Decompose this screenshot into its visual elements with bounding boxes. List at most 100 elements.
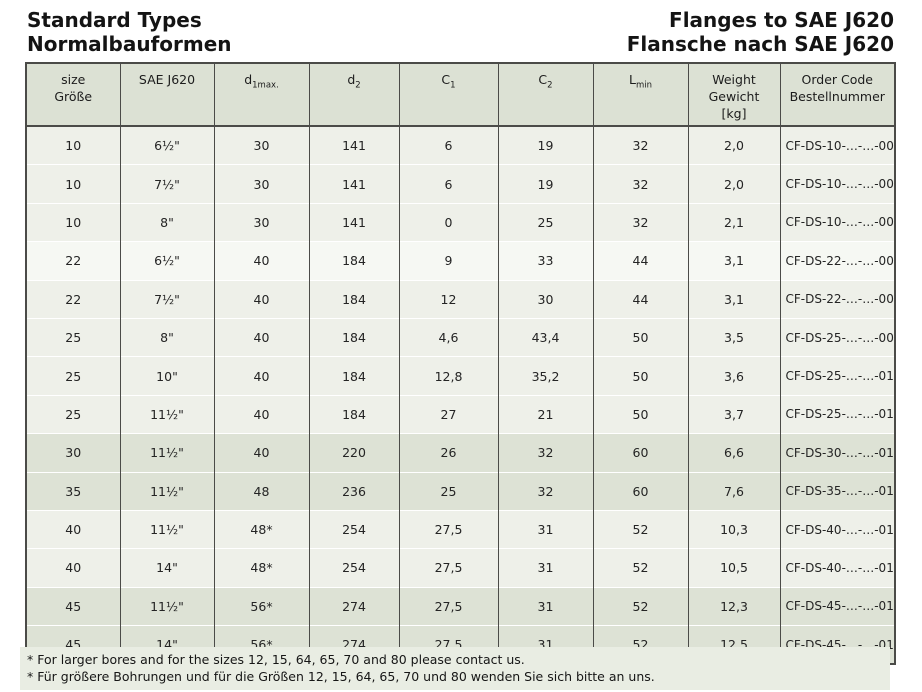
cell-size: 25: [26, 356, 120, 396]
table-row: 25 11½" 40 184 27 21 50 3,7 CF-DS-25-…-……: [26, 394, 895, 434]
cell-size: 10: [26, 202, 120, 242]
cell-size: 10: [26, 126, 120, 165]
col-header-sae-label: SAE J620: [138, 72, 196, 87]
title-standard-types: Standard Types: [27, 8, 202, 32]
col-header-size: size Größe: [26, 63, 120, 127]
cell-weight: 3,7: [687, 394, 780, 434]
col-header-weight: Weight Gewicht [kg]: [687, 63, 780, 127]
cell-d1max: 40: [213, 394, 309, 434]
cell-c1: 6: [398, 164, 498, 204]
cell-c2: 25: [497, 202, 593, 242]
table-header-row: size Größe SAE J620 d1max. d2 C1 C2 Lmin: [26, 63, 895, 127]
col-header-d2: d2: [308, 63, 399, 127]
col-header-weight-de: Gewicht: [708, 89, 760, 104]
cell-size: 40: [26, 509, 120, 549]
cell-size: 10: [26, 164, 120, 204]
cell-c1: 26: [398, 433, 498, 473]
cell-sae-j620: 11½": [119, 509, 214, 549]
cell-d1max: 48*: [213, 548, 309, 588]
cell-size: 35: [26, 471, 120, 511]
cell-c2: 32: [497, 471, 593, 511]
col-header-d1-sub: 1max.: [252, 80, 279, 91]
table-row: 40 11½" 48* 254 27,5 31 52 10,3 CF-DS-40…: [26, 509, 895, 549]
cell-d2: 184: [308, 394, 399, 434]
table-row: 25 10" 40 184 12,8 35,2 50 3,6 CF-DS-25-…: [26, 356, 895, 396]
cell-weight: 12,3: [687, 586, 780, 626]
cell-size: 45: [26, 586, 120, 626]
cell-d1max: 48: [213, 471, 309, 511]
spec-table: size Größe SAE J620 d1max. d2 C1 C2 Lmin: [25, 62, 896, 666]
col-header-order-code-de: Bestellnummer: [789, 89, 885, 104]
col-header-lmin: Lmin: [592, 63, 688, 127]
col-header-size-de: Größe: [54, 89, 93, 104]
col-header-d1max: d1max.: [213, 63, 309, 127]
cell-c2: 31: [497, 509, 593, 549]
cell-lmin: 32: [592, 126, 688, 165]
cell-sae-j620: 8": [119, 317, 214, 357]
col-header-sae-j620: SAE J620: [119, 63, 214, 127]
cell-d1max: 30: [213, 202, 309, 242]
cell-d2: 184: [308, 279, 399, 319]
table-row: 10 6½" 30 141 6 19 32 2,0 CF-DS-10-…-…-0…: [26, 126, 895, 165]
cell-d2: 141: [308, 164, 399, 204]
cell-c1: 12,8: [398, 356, 498, 396]
cell-order-code: CF-DS-40-…-…-014: [779, 548, 895, 588]
cell-weight: 3,1: [687, 279, 780, 319]
table-row: 40 14" 48* 254 27,5 31 52 10,5 CF-DS-40-…: [26, 548, 895, 588]
cell-c1: 27,5: [398, 509, 498, 549]
table-row: 10 7½" 30 141 6 19 32 2,0 CF-DS-10-…-…-0…: [26, 164, 895, 204]
col-header-order-code-en: Order Code: [801, 72, 874, 87]
cell-weight: 7,6: [687, 471, 780, 511]
col-header-order-code: Order Code Bestellnummer: [779, 63, 895, 127]
col-header-c2-base: C: [538, 72, 548, 87]
cell-lmin: 52: [592, 548, 688, 588]
table-row: 30 11½" 40 220 26 32 60 6,6 CF-DS-30-…-……: [26, 433, 895, 473]
cell-c1: 6: [398, 126, 498, 165]
cell-c1: 4,6: [398, 317, 498, 357]
cell-c1: 12: [398, 279, 498, 319]
cell-size: 25: [26, 394, 120, 434]
table-row: 10 8" 30 141 0 25 32 2,1 CF-DS-10-…-…-00…: [26, 202, 895, 242]
cell-lmin: 50: [592, 356, 688, 396]
cell-c1: 27,5: [398, 548, 498, 588]
table-row: 22 7½" 40 184 12 30 44 3,1 CF-DS-22-…-…-…: [26, 279, 895, 319]
cell-order-code: CF-DS-10-…-…-006: [779, 126, 895, 165]
cell-lmin: 44: [592, 279, 688, 319]
cell-c2: 19: [497, 164, 593, 204]
table-row: 35 11½" 48 236 25 32 60 7,6 CF-DS-35-…-……: [26, 471, 895, 511]
col-header-c2-sub: 2: [547, 80, 553, 91]
cell-weight: 6,6: [687, 433, 780, 473]
cell-size: 25: [26, 317, 120, 357]
cell-order-code: CF-DS-45-…-…-011: [779, 586, 895, 626]
cell-c2: 31: [497, 586, 593, 626]
cell-sae-j620: 7½": [119, 164, 214, 204]
table-row: 22 6½" 40 184 9 33 44 3,1 CF-DS-22-…-…-0…: [26, 241, 895, 281]
cell-c2: 43,4: [497, 317, 593, 357]
cell-lmin: 32: [592, 202, 688, 242]
cell-sae-j620: 7½": [119, 279, 214, 319]
table-row: 25 8" 40 184 4,6 43,4 50 3,5 CF-DS-25-…-…: [26, 317, 895, 357]
cell-d2: 274: [308, 586, 399, 626]
page-title-right: Flanges to SAE J620 Flansche nach SAE J6…: [627, 8, 894, 56]
cell-sae-j620: 6½": [119, 126, 214, 165]
table-header: size Größe SAE J620 d1max. d2 C1 C2 Lmin: [26, 63, 895, 127]
cell-c1: 0: [398, 202, 498, 242]
cell-lmin: 60: [592, 471, 688, 511]
col-header-c1-base: C: [441, 72, 451, 87]
col-header-weight-unit: [kg]: [721, 106, 747, 121]
cell-order-code: CF-DS-22-…-…-006: [779, 241, 895, 281]
cell-order-code: CF-DS-25-…-…-008: [779, 317, 895, 357]
title-normalbauformen: Normalbauformen: [27, 32, 232, 56]
col-header-d2-sub: 2: [355, 80, 361, 91]
cell-d2: 254: [308, 548, 399, 588]
cell-order-code: CF-DS-10-…-…-008: [779, 202, 895, 242]
cell-size: 22: [26, 241, 120, 281]
cell-d2: 141: [308, 202, 399, 242]
cell-d2: 184: [308, 317, 399, 357]
title-flanges-sae: Flanges to SAE J620: [669, 8, 894, 32]
page-title-left: Standard Types Normalbauformen: [27, 8, 232, 56]
col-header-weight-en: Weight: [712, 72, 756, 87]
cell-d2: 141: [308, 126, 399, 165]
cell-lmin: 60: [592, 433, 688, 473]
cell-weight: 3,5: [687, 317, 780, 357]
